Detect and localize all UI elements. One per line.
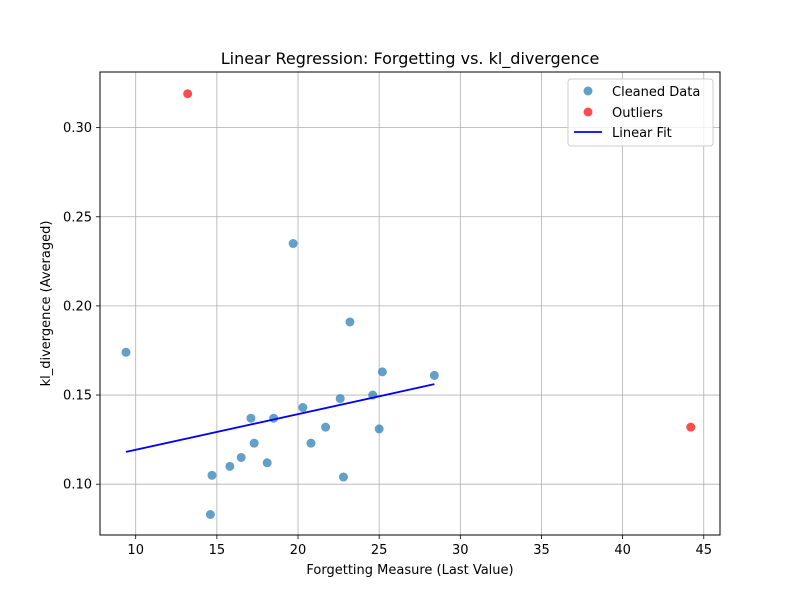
legend-marker-outliers xyxy=(583,107,593,117)
legend-label-cleaned-data: Cleaned Data xyxy=(612,85,700,100)
legend-frame xyxy=(567,78,714,147)
cleaned-data-point xyxy=(262,458,272,468)
x-axis-label: Forgetting Measure (Last Value) xyxy=(306,563,513,578)
x-tick-label: 15 xyxy=(209,543,226,558)
y-axis-label: kl_divergence (Averaged) xyxy=(39,221,54,387)
plot-area: 10 15 20 25 30 35 40 45 0.10 0.15 0.20 0.25 0.30 xyxy=(63,71,721,558)
cleaned-data-point xyxy=(288,239,298,249)
cleaned-data-point xyxy=(321,422,331,432)
legend-marker-cleaned-data xyxy=(583,86,593,96)
grid-lines xyxy=(100,72,720,535)
cleaned-data-point xyxy=(374,424,384,434)
cleaned-data-point xyxy=(246,413,256,423)
x-tick-label: 40 xyxy=(614,543,631,558)
cleaned-data-point xyxy=(121,347,131,357)
y-tick-label: 0.25 xyxy=(63,210,92,225)
cleaned-data-point xyxy=(236,452,246,462)
cleaned-data-point xyxy=(338,472,348,482)
cleaned-data-point xyxy=(429,370,439,380)
outliers-point xyxy=(686,422,696,432)
x-tick-label: 10 xyxy=(127,543,144,558)
cleaned-data-point xyxy=(207,470,217,480)
outliers-point xyxy=(183,89,193,99)
x-tick-label: 30 xyxy=(452,543,469,558)
plot-frame xyxy=(99,71,721,536)
legend-label-linear-fit: Linear Fit xyxy=(612,126,672,141)
legend-label-outliers: Outliers xyxy=(612,106,663,121)
x-tick-label: 35 xyxy=(533,543,550,558)
cleaned-data-point xyxy=(205,509,215,519)
x-tick-label: 20 xyxy=(290,543,307,558)
y-tick-label: 0.10 xyxy=(63,478,92,493)
cleaned-data-point xyxy=(306,438,316,448)
y-tick-label: 0.15 xyxy=(63,389,92,404)
x-tick-label: 25 xyxy=(371,543,388,558)
cleaned-data-point xyxy=(335,394,345,404)
y-tick-label: 0.20 xyxy=(63,299,92,314)
cleaned-data-point xyxy=(345,317,355,327)
chart-title: Linear Regression: Forgetting vs. kl_div… xyxy=(221,49,600,69)
data-layer xyxy=(121,89,696,519)
cleaned-data-point xyxy=(377,367,387,377)
cleaned-data-point xyxy=(298,403,308,413)
tick-layer: 10 15 20 25 30 35 40 45 0.10 0.15 0.20 0.25 0.30 xyxy=(63,121,712,558)
y-tick-label: 0.30 xyxy=(63,121,92,136)
legend: Cleaned Data Outliers Linear Fit xyxy=(567,78,714,147)
linear-fit-line xyxy=(125,383,435,453)
cleaned-data-point xyxy=(225,461,235,471)
x-tick-label: 45 xyxy=(695,543,712,558)
cleaned-data-point xyxy=(249,438,259,448)
